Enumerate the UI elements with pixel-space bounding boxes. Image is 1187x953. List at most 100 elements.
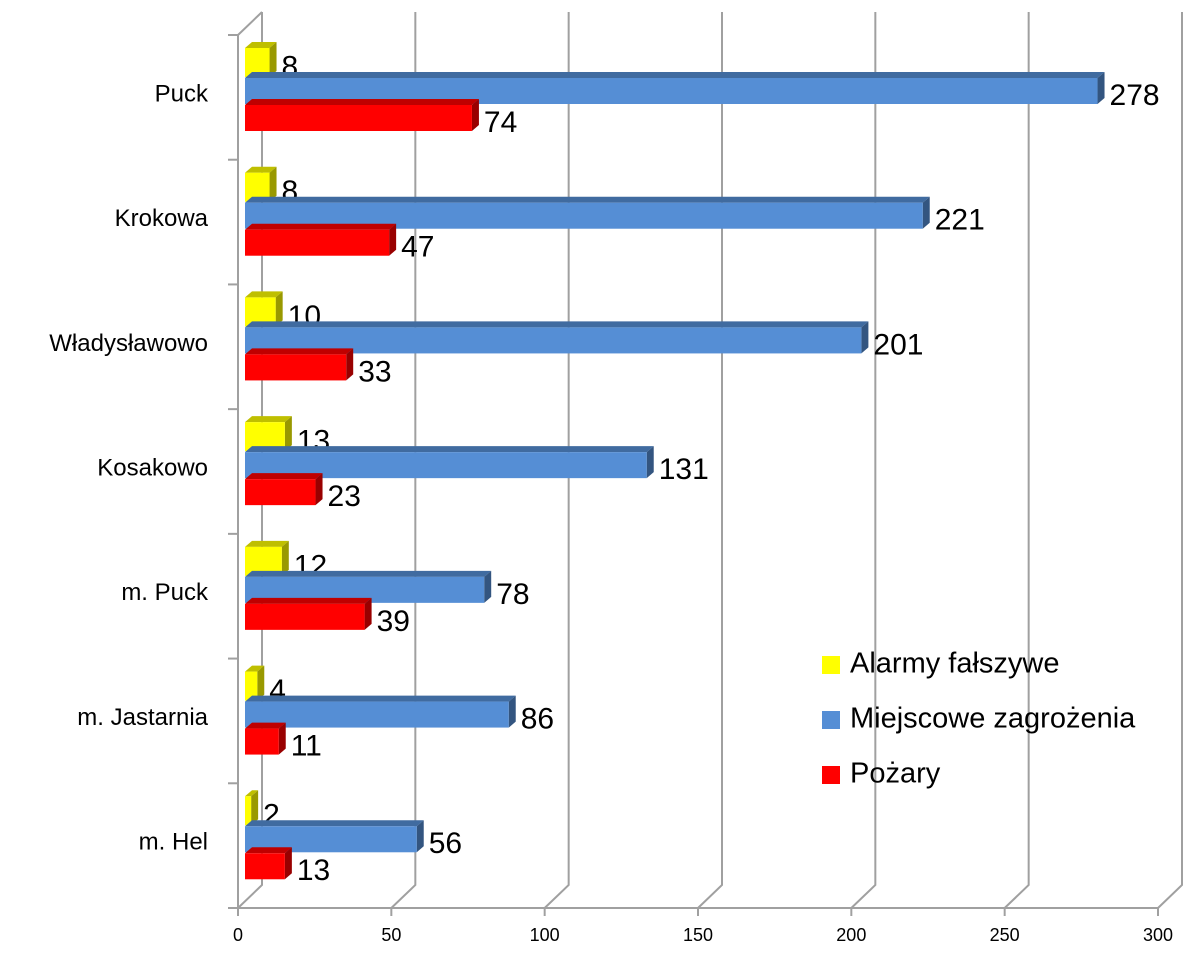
bar [245, 166, 277, 202]
bar-top [245, 597, 372, 604]
bar-side [346, 348, 354, 381]
x-tick-label: 100 [530, 925, 560, 945]
category-label: Władysławowo [49, 330, 208, 357]
bar-top [245, 72, 1105, 78]
bar [245, 473, 323, 506]
bar-top [245, 540, 289, 547]
bar-front [245, 796, 252, 826]
bar [245, 348, 354, 381]
bar-top [245, 446, 654, 453]
x-tick-label: 50 [381, 925, 401, 945]
bar [245, 597, 372, 630]
bar-side [364, 597, 372, 630]
bar [245, 540, 289, 576]
value-label: 201 [873, 328, 923, 361]
bar-top [245, 291, 283, 298]
category-label: m. Hel [139, 829, 208, 856]
bar-top [245, 473, 323, 480]
legend-swatch [822, 711, 840, 729]
value-label: 74 [484, 106, 517, 139]
bar-top [245, 847, 292, 854]
grid-line [1157, 12, 1183, 909]
bar-top [245, 223, 397, 230]
legend-swatch [822, 766, 840, 784]
bar [245, 291, 283, 327]
bar-front [245, 701, 509, 728]
bar-side [257, 665, 265, 701]
bar [245, 321, 869, 354]
bar [245, 790, 259, 826]
value-label: 11 [291, 729, 322, 762]
grid-line [390, 12, 417, 909]
bar-front [245, 728, 279, 755]
value-label: 278 [1110, 79, 1160, 112]
legend-label: Pożary [850, 758, 941, 790]
bar-front [245, 671, 258, 701]
bar-top [245, 99, 479, 105]
bar-side [471, 99, 479, 131]
category-label: Krokowa [115, 205, 209, 232]
bar [245, 695, 516, 728]
bar-top [245, 348, 354, 355]
bar-side [861, 321, 869, 354]
wall-top-edge [237, 11, 263, 36]
bar-side [1097, 72, 1105, 104]
value-label: 39 [377, 605, 410, 638]
bar [245, 847, 292, 880]
bar [245, 570, 492, 603]
legend-label: Alarmy fałszywe [850, 648, 1060, 680]
value-label: 131 [659, 453, 709, 486]
x-tick-label: 300 [1143, 925, 1173, 945]
category-label: m. Puck [121, 579, 209, 606]
category-label: Kosakowo [97, 454, 208, 481]
legend-swatch [822, 656, 840, 674]
bar-top [245, 665, 265, 672]
bar-side [284, 416, 292, 452]
value-label: 78 [496, 578, 529, 611]
bar-top [245, 790, 259, 797]
bar-side [416, 820, 424, 853]
value-label: 13 [297, 854, 330, 887]
bar-side [284, 847, 292, 880]
grid-line [543, 12, 570, 909]
bar [245, 446, 654, 479]
grid-line [850, 12, 877, 909]
bar-front [245, 354, 347, 381]
bar [245, 42, 277, 77]
bar-front [245, 105, 472, 131]
bar-front [245, 229, 390, 256]
value-label: 23 [328, 480, 361, 513]
bar-side [269, 166, 277, 202]
bar [245, 665, 265, 701]
bar-side [508, 695, 516, 728]
bar [245, 722, 286, 755]
grid-line [697, 12, 723, 909]
bar-side [269, 42, 277, 77]
bar-side [281, 540, 289, 576]
bar-top [245, 321, 869, 328]
category-label: Puck [155, 80, 209, 107]
bar-top [245, 196, 930, 203]
bar-top [245, 820, 424, 827]
value-label: 86 [521, 702, 554, 735]
x-tick-label: 250 [990, 925, 1020, 945]
value-label: 221 [935, 204, 985, 237]
bar-top [245, 42, 277, 48]
bar-side [315, 473, 323, 506]
bar-top [245, 416, 292, 423]
bar-top [245, 695, 516, 702]
category-label: m. Jastarnia [77, 704, 208, 731]
bar-top [245, 166, 277, 173]
bar-side [922, 196, 930, 229]
bar [245, 223, 397, 256]
bar [245, 416, 292, 452]
legend-label: Miejscowe zagrożenia [850, 703, 1136, 735]
bar-side [389, 223, 397, 256]
value-label: 47 [401, 231, 434, 264]
bar [245, 99, 479, 131]
bar-top [245, 570, 492, 577]
value-label: 56 [429, 827, 462, 860]
bar-side [251, 790, 259, 826]
bar-side [646, 446, 654, 479]
